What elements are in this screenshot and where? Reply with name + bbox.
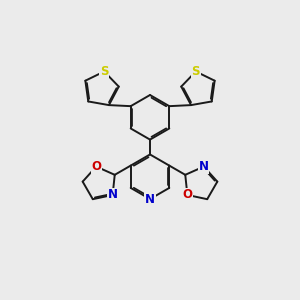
Text: S: S	[192, 65, 200, 78]
Text: O: O	[182, 188, 192, 202]
Text: O: O	[91, 160, 101, 173]
Text: N: N	[108, 188, 118, 202]
Text: N: N	[199, 160, 209, 173]
Text: S: S	[100, 65, 108, 78]
Text: N: N	[145, 193, 155, 206]
